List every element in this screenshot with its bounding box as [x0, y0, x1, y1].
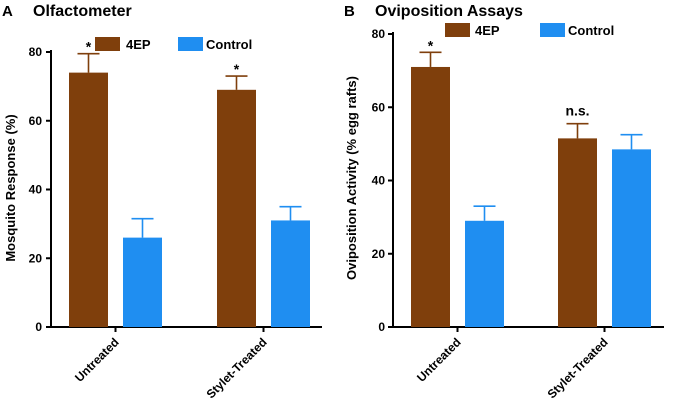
y-tick-label: 60 — [372, 100, 386, 114]
legend-label-4ep: 4EP — [126, 37, 151, 52]
y-tick-label: 0 — [378, 320, 385, 334]
category-label: Untreated — [72, 335, 122, 385]
y-tick-label: 80 — [29, 45, 43, 59]
bar-4ep-stylet-treated — [217, 89, 256, 327]
panel-a: A Olfactometer Mosquito Response (%) 0 20… — [2, 3, 322, 401]
significance-annotation: * — [234, 61, 240, 77]
legend-label-4ep: 4EP — [475, 23, 500, 38]
bar-4ep-untreated — [411, 66, 450, 328]
significance-annotation: * — [428, 37, 434, 53]
panel-a-y-axis-label: Mosquito Response (%) — [3, 114, 18, 261]
y-tick-label: 40 — [29, 183, 43, 197]
panel-b-legend: 4EP Control — [445, 23, 614, 38]
bar-control-untreated — [465, 220, 504, 327]
y-tick-label: 40 — [372, 174, 386, 188]
panel-b-y-axis-label: Oviposition Activity (% egg rafts) — [344, 76, 359, 280]
panel-a-plot: 0 20 40 60 80 Untreated Stylet-Treated * * — [29, 39, 322, 401]
legend-label-control: Control — [568, 23, 614, 38]
panel-b-label: B — [344, 3, 355, 20]
legend-swatch-control — [178, 37, 203, 51]
category-label: Stylet-Treated — [204, 335, 270, 401]
y-tick-label: 20 — [29, 251, 43, 265]
bar-4ep-untreated — [69, 72, 108, 327]
bar-4ep-stylet-treated — [558, 138, 597, 327]
legend-swatch-4ep — [445, 23, 470, 37]
legend-swatch-control — [540, 23, 565, 37]
panel-a-title: Olfactometer — [33, 3, 132, 20]
category-label: Stylet-Treated — [545, 335, 611, 401]
panel-a-legend: 4EP Control — [95, 37, 252, 52]
y-tick-label: 80 — [372, 27, 386, 41]
category-label: Untreated — [414, 335, 464, 385]
bar-control-untreated — [123, 237, 162, 327]
y-tick-label: 0 — [35, 320, 42, 334]
y-tick-label: 60 — [29, 114, 43, 128]
panel-b-title: Oviposition Assays — [375, 3, 523, 20]
significance-annotation: n.s. — [565, 103, 589, 119]
panel-b: B Oviposition Assays Oviposition Activit… — [344, 3, 664, 401]
significance-annotation: * — [86, 39, 92, 55]
bar-control-stylet-treated — [612, 149, 651, 327]
panel-a-label: A — [2, 3, 13, 20]
panel-b-plot: 0 20 40 60 80 Untreated Stylet-Treated * n.s. — [372, 27, 664, 401]
y-tick-label: 20 — [372, 247, 386, 261]
bar-control-stylet-treated — [271, 220, 310, 327]
legend-swatch-4ep — [95, 37, 120, 51]
legend-label-control: Control — [206, 37, 252, 52]
